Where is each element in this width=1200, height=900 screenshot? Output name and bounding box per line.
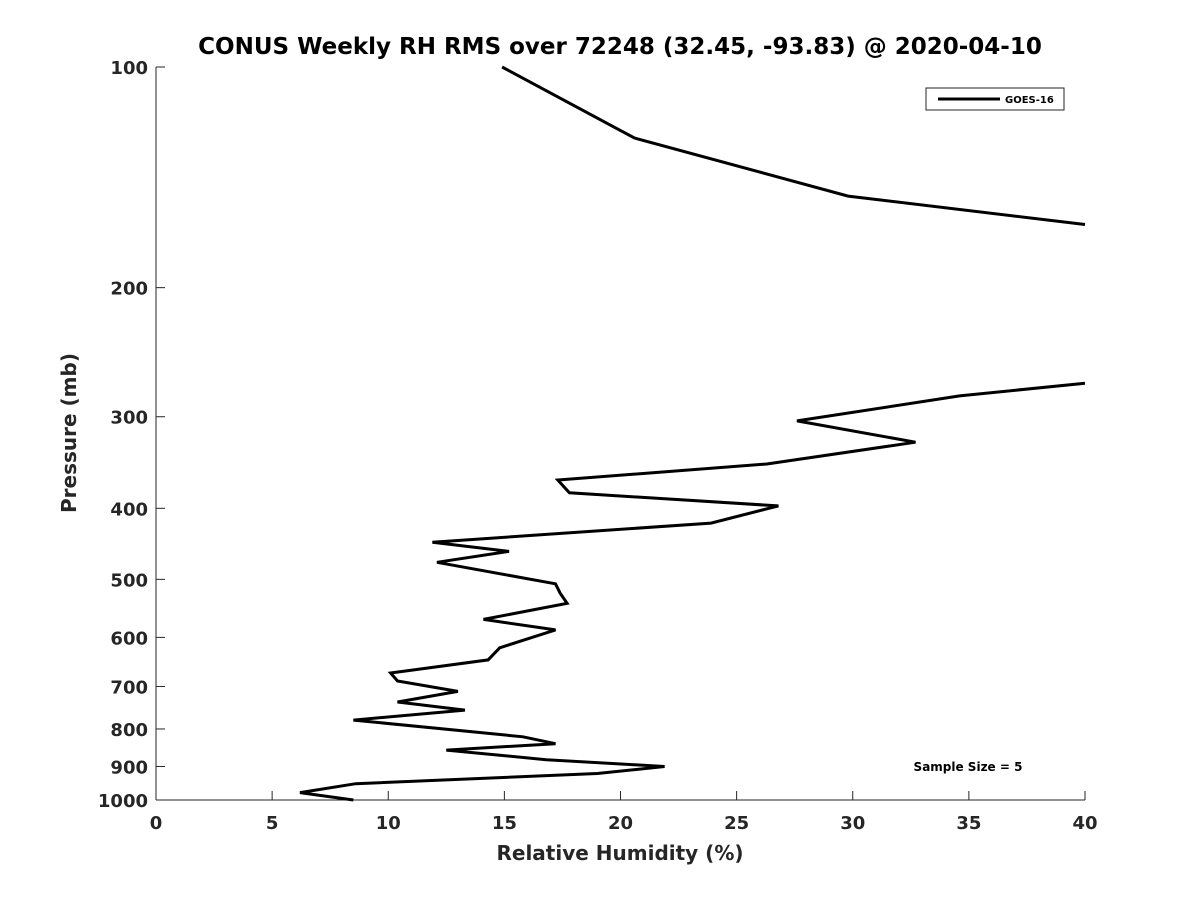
- y-tick-label: 200: [110, 279, 148, 300]
- y-tick-label: 500: [110, 570, 148, 591]
- series-line-goes16-segment-2: [299, 381, 1086, 802]
- x-tick-label: 20: [608, 813, 633, 834]
- x-tick-label: 5: [266, 813, 279, 834]
- sample-size-annotation: Sample Size = 5: [914, 760, 1023, 774]
- chart-title: CONUS Weekly RH RMS over 72248 (32.45, -…: [198, 34, 1042, 60]
- y-axis-label: Pressure (mb): [57, 353, 81, 513]
- x-tick-label: 15: [492, 813, 517, 834]
- x-tick-label: 0: [150, 813, 163, 834]
- y-tick-label: 900: [110, 757, 148, 778]
- x-axis-label: Relative Humidity (%): [496, 841, 743, 865]
- series-group: [299, 65, 1086, 802]
- y-axis-ticks: 100 200 300 400 500 600 700 800 900 1000: [98, 58, 165, 812]
- legend-label-goes16: GOES-16: [1005, 95, 1054, 106]
- y-tick-label: 700: [110, 677, 148, 698]
- y-tick-label: 800: [110, 720, 148, 741]
- y-tick-label: 1000: [98, 791, 148, 812]
- x-tick-label: 30: [840, 813, 865, 834]
- y-tick-label: 400: [110, 499, 148, 520]
- y-tick-label: 300: [110, 408, 148, 429]
- y-tick-label: 600: [110, 628, 148, 649]
- x-tick-label: 10: [376, 813, 401, 834]
- x-axis-ticks: 0 5 10 15 20 25 30 35 40: [150, 791, 1098, 834]
- x-tick-label: 40: [1072, 813, 1097, 834]
- legend: GOES-16: [925, 87, 1065, 111]
- series-line-goes16-segment-1: [501, 65, 1086, 226]
- plot-area: 0 5 10 15 20 25 30 35 40 100 200 300 400 500 600 700 80…: [98, 58, 1098, 834]
- x-tick-label: 25: [724, 813, 749, 834]
- y-tick-label: 100: [110, 58, 148, 79]
- x-tick-label: 35: [956, 813, 981, 834]
